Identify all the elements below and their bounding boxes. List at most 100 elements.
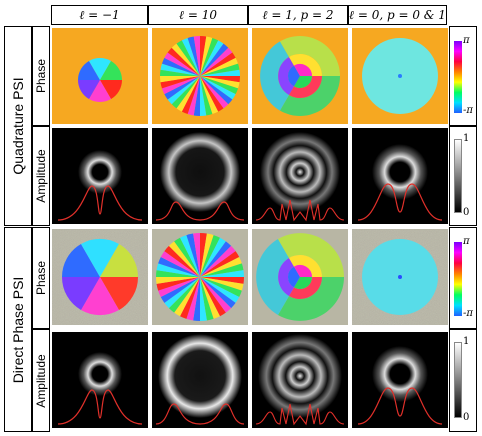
phase-wedge [171, 76, 200, 109]
column-header-l-minus-1: ℓ = −1 [51, 5, 148, 25]
section-direct: Direct Phase PSI [4, 227, 32, 432]
phase-wedge [164, 277, 200, 309]
d-amp-l-minus-1 [52, 332, 148, 428]
phase-colorbar-strip-q [454, 41, 462, 113]
phase-wedge [164, 76, 200, 100]
phase-wedge [156, 277, 200, 284]
phase-wedge [200, 35, 207, 76]
phase-wedge [160, 76, 200, 89]
row-label-box-q-phase: Phase [32, 26, 50, 126]
phase-wedge [158, 277, 200, 297]
phase-wedge [164, 52, 200, 76]
phase-wedge [164, 245, 200, 277]
phase-wedge [200, 76, 207, 116]
amplitude-colorbar-bottom-d: 0 [463, 412, 470, 423]
phase-colorbar-d: π -π [449, 227, 477, 329]
q-amp-l-0 [352, 128, 448, 224]
d-amp-l-1-p-2 [252, 332, 348, 428]
phase-wedge [200, 277, 244, 284]
phase-colorbar-top-d: π [463, 236, 470, 247]
phase-wedge [180, 277, 200, 319]
phase-wedge [174, 237, 200, 277]
amplitude-colorbar-strip-d [454, 342, 462, 418]
phase-colorbar-bottom-d: -π [463, 308, 473, 319]
phase-wedge [167, 47, 200, 76]
phase-wedge [161, 57, 200, 76]
phase-wedge [180, 235, 200, 277]
phase-wedge [200, 76, 239, 95]
phase-wedge [168, 241, 200, 277]
section-label-direct: Direct Phase PSI [10, 276, 26, 383]
phase-wedge [160, 76, 200, 83]
q-amp-l-1-p-2 [252, 128, 348, 224]
phase-wedge [200, 69, 240, 76]
phase-wedge [200, 76, 213, 116]
phase-wedge [176, 76, 200, 112]
phase-colorbar-top-q: π [463, 35, 470, 46]
phase-wedge [193, 233, 200, 277]
phase-wedge [158, 257, 200, 277]
phase-colorbar-q: π -π [449, 26, 477, 126]
phase-wedge [200, 36, 213, 76]
phase-wedge [200, 76, 240, 83]
amplitude-colorbar-bottom-q: 0 [463, 207, 470, 218]
row-label-q-amplitude: Amplitude [34, 149, 48, 203]
phase-wedge [186, 277, 200, 321]
phase-wedge [200, 277, 220, 319]
phase-wedge [200, 277, 232, 313]
phase-wedge [200, 245, 236, 277]
column-header-l-10: ℓ = 10 [148, 5, 248, 25]
phase-wedge [186, 233, 200, 277]
amplitude-colorbar-strip-q [454, 139, 462, 213]
section-quadrature: Quadrature PSI [4, 26, 32, 226]
row-label-box-d-phase: Phase [32, 227, 50, 329]
d-amp-l-0 [352, 332, 448, 428]
section-label-quadrature: Quadrature PSI [10, 77, 26, 175]
phase-wedge [200, 233, 207, 277]
q-amp-l-minus-1 [52, 128, 148, 224]
phase-colorbar-bottom-q: -π [463, 105, 473, 116]
phase-wedge [200, 40, 224, 76]
phase-wedge [200, 76, 233, 105]
phase-wedge [187, 36, 200, 76]
phase-wedge [181, 76, 200, 115]
phase-wedge [168, 277, 200, 313]
phase-wedge [200, 43, 229, 76]
phase-wedge [193, 35, 200, 76]
phase-wedge [200, 270, 244, 277]
phase-wedge [161, 76, 200, 95]
phase-wedge [200, 76, 219, 115]
amplitude-colorbar-top-d: 1 [463, 336, 470, 347]
column-header-l-1-p-2: ℓ = 1, p = 2 [248, 5, 348, 25]
phase-wedge [200, 52, 236, 76]
q-phase-l-10 [152, 28, 248, 124]
phase-wedge [200, 76, 229, 109]
q-phase-l-minus-1 [52, 28, 148, 124]
phase-wedge [187, 76, 200, 116]
phase-wedge [200, 37, 219, 76]
phase-wedge [200, 63, 240, 76]
phase-wedge [167, 76, 200, 105]
phase-wedge [200, 263, 244, 277]
phase-wedge [160, 277, 200, 303]
phase-wedge [200, 277, 226, 317]
phase-wedge [160, 251, 200, 277]
row-label-q-phase: Phase [34, 58, 48, 94]
phase-wedge [200, 237, 226, 277]
d-phase-l-10 [152, 229, 248, 325]
phase-wedge [160, 63, 200, 76]
phase-wedge [176, 40, 200, 76]
phase-wedge [200, 233, 214, 277]
phase-wedge [156, 277, 200, 291]
d-phase-l-1-p-2 [252, 229, 348, 325]
amplitude-colorbar-d: 1 0 [449, 329, 477, 432]
phase-wedge [193, 277, 200, 321]
phase-wedge [200, 277, 236, 309]
phase-wedge [156, 270, 200, 277]
phase-wedge [200, 277, 240, 303]
row-label-d-phase: Phase [34, 260, 48, 296]
phase-wedge [200, 235, 220, 277]
phase-wedge [200, 47, 233, 76]
phase-wedge [160, 69, 200, 76]
